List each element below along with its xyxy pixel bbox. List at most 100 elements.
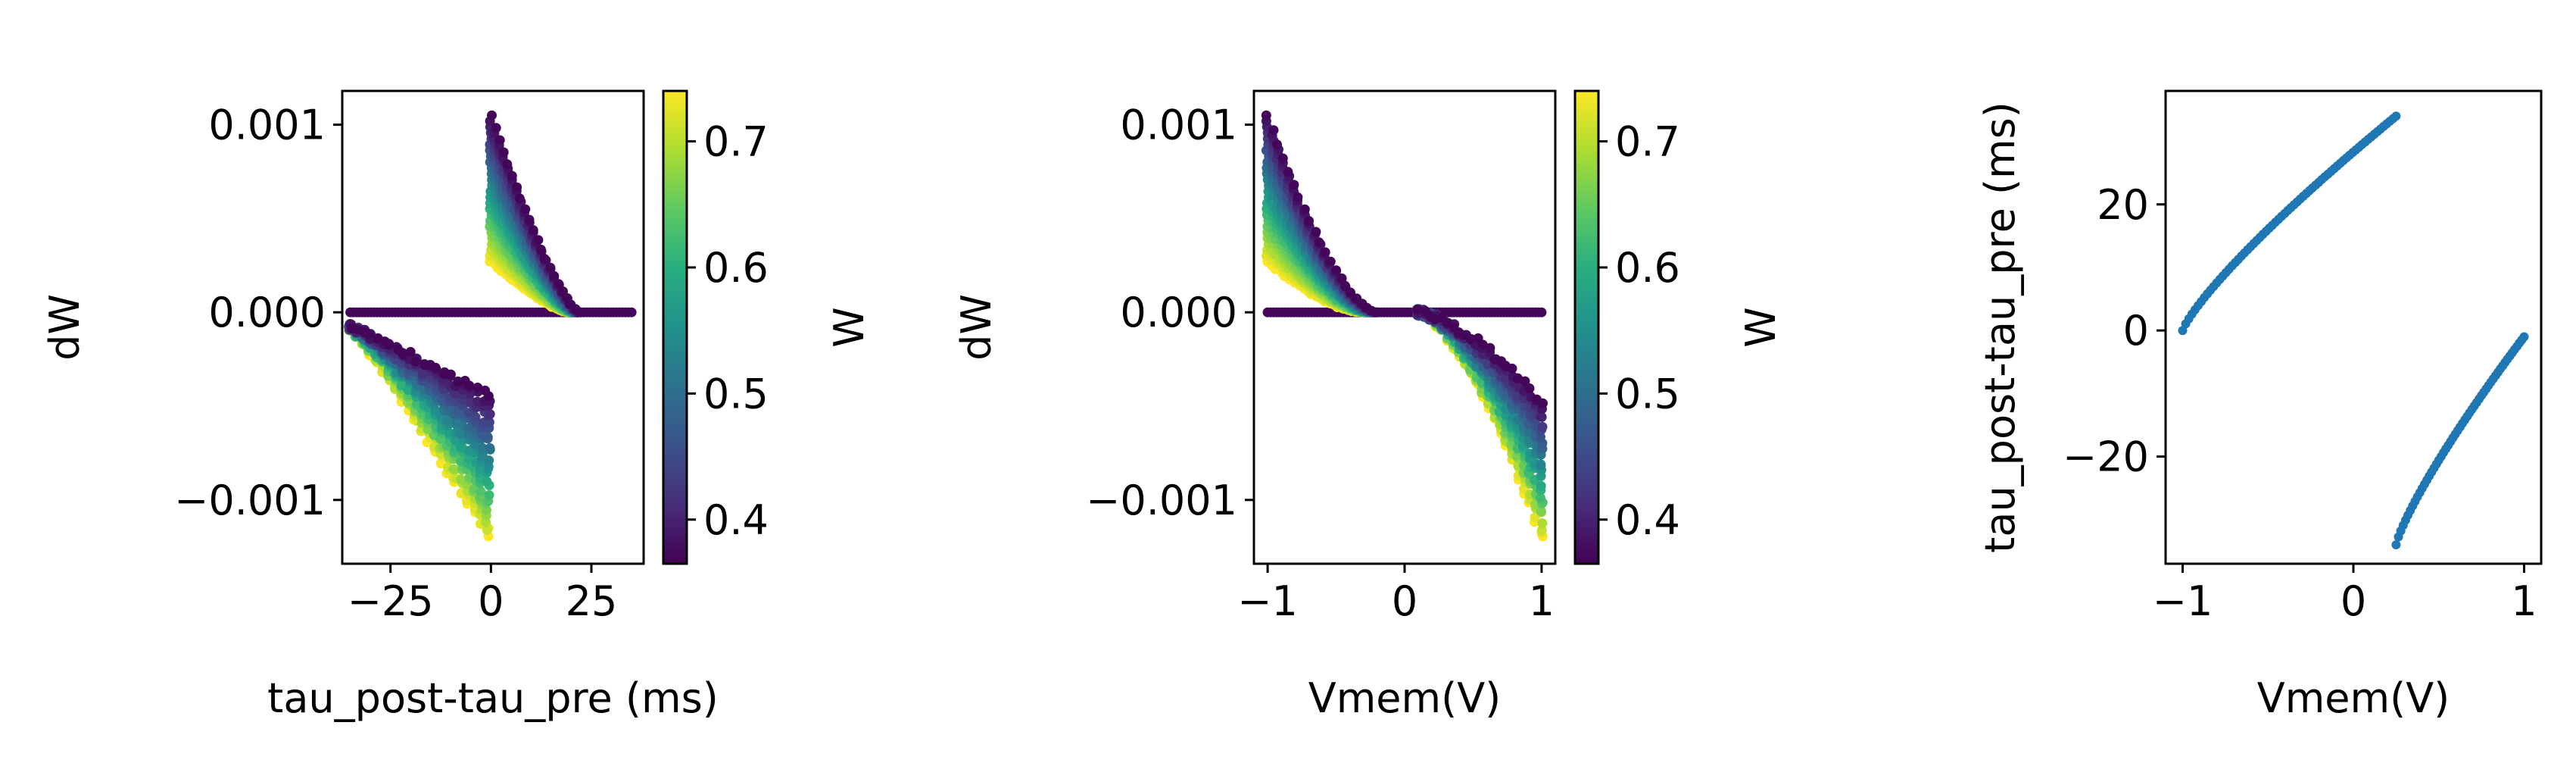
data-point <box>1339 280 1350 291</box>
panel-3-ylabel: tau_post-tau_pre (ms) <box>1976 102 2024 553</box>
data-point <box>494 135 505 145</box>
data-point <box>476 486 486 496</box>
x-tick-label: 1 <box>1529 577 1555 625</box>
data-point <box>498 147 509 158</box>
data-point <box>1520 376 1530 386</box>
data-point <box>1536 411 1546 421</box>
data-point <box>410 356 421 367</box>
panel-2-colorbar-ticks: 0.4 0.5 0.6 0.7 <box>1598 118 1680 544</box>
data-point <box>1277 153 1288 164</box>
data-point <box>481 505 491 515</box>
panel-3-plot-frame <box>2164 89 2543 565</box>
data-point <box>491 123 501 133</box>
data-point <box>1536 480 1546 491</box>
colorbar-tick-label: 0.6 <box>1615 244 1680 292</box>
colorbar-tick-label: 0.6 <box>703 244 769 292</box>
data-point <box>520 204 531 214</box>
data-point <box>456 429 466 439</box>
y-tick-label: 0.001 <box>1120 102 1237 149</box>
colorbar-tick-label: 0.7 <box>703 118 769 166</box>
data-point <box>438 369 449 379</box>
x-tick-label: 0 <box>478 577 504 625</box>
x-tick-label: −1 <box>2153 577 2213 625</box>
data-point <box>1346 287 1355 298</box>
data-point <box>1299 204 1310 214</box>
data-point <box>1314 237 1324 248</box>
data-point <box>464 380 475 391</box>
data-point <box>484 455 494 466</box>
data-point <box>472 383 483 392</box>
data-point <box>626 307 637 317</box>
data-point <box>533 235 544 245</box>
data-point <box>507 170 517 181</box>
panel-1-colorbar-label: W <box>825 307 873 347</box>
colorbar-tick-label: 0.5 <box>1615 370 1680 417</box>
data-point <box>364 329 375 339</box>
data-point <box>1268 125 1279 136</box>
data-point <box>1524 383 1535 393</box>
data-point <box>482 432 493 442</box>
x-tick-label: −25 <box>348 577 434 625</box>
data-point <box>445 369 456 380</box>
data-point <box>1535 432 1545 442</box>
panel-1-plot-frame <box>341 89 645 565</box>
panel-3-ticks: −1 0 1 20 0 −20 <box>2063 181 2537 625</box>
data-point <box>2391 111 2401 121</box>
data-point <box>442 415 453 426</box>
data-point <box>430 362 441 373</box>
data-point <box>549 270 560 281</box>
data-point <box>1272 139 1282 150</box>
data-point <box>487 110 497 120</box>
data-point <box>1537 518 1548 529</box>
data-point <box>405 346 416 357</box>
data-point <box>453 376 463 386</box>
data-point <box>1537 421 1548 432</box>
data-point <box>1371 307 1382 317</box>
data-point <box>535 244 546 255</box>
y-tick-label: −0.001 <box>1086 477 1237 524</box>
panel-1: −25 0 25 0.001 0.000 −0.001 tau_post-tau_pre … <box>41 89 873 722</box>
data-point <box>482 476 492 486</box>
data-point <box>373 333 383 344</box>
panel-2-plot-frame <box>1252 89 1557 565</box>
data-point <box>1536 505 1546 516</box>
panel-3: −1 0 1 20 0 −20 Vmem(V) tau_post-tau_pre (ms) <box>1976 89 2543 722</box>
x-tick-label: 0 <box>1392 577 1417 625</box>
data-point <box>1304 216 1314 226</box>
data-point <box>528 225 538 236</box>
colorbar-tick-label: 0.5 <box>703 370 769 417</box>
data-point <box>514 193 525 204</box>
data-point <box>485 442 495 453</box>
panel-1-points <box>344 110 637 542</box>
data-point <box>1320 247 1330 258</box>
data-point <box>1289 180 1299 190</box>
data-point <box>448 464 459 474</box>
data-point <box>554 279 564 289</box>
data-point <box>1507 363 1517 374</box>
panel-2-ylabel: dW <box>953 294 1000 361</box>
x-tick-label: 1 <box>2511 577 2537 625</box>
data-point <box>483 391 494 402</box>
colorbar-tick-label: 0.4 <box>703 496 769 544</box>
data-point <box>1261 110 1271 120</box>
data-point <box>539 254 550 264</box>
panel-1-colorbar <box>662 89 688 565</box>
panel-1-xlabel: tau_post-tau_pre (ms) <box>267 674 719 722</box>
colorbar-tick-label: 0.7 <box>1615 118 1680 166</box>
data-point <box>1477 339 1488 350</box>
y-tick-label: 0.000 <box>208 289 326 336</box>
data-point <box>1535 493 1545 503</box>
data-point <box>485 409 495 419</box>
data-point <box>384 339 394 350</box>
data-point <box>1283 167 1293 177</box>
data-point <box>524 214 535 225</box>
data-point <box>1536 460 1546 471</box>
data-point <box>1485 342 1495 353</box>
panel-3-points <box>2178 111 2529 549</box>
data-point <box>1325 256 1336 267</box>
data-point <box>512 182 522 192</box>
data-point <box>2391 540 2401 549</box>
colorbar-tick-label: 0.4 <box>1615 496 1680 544</box>
